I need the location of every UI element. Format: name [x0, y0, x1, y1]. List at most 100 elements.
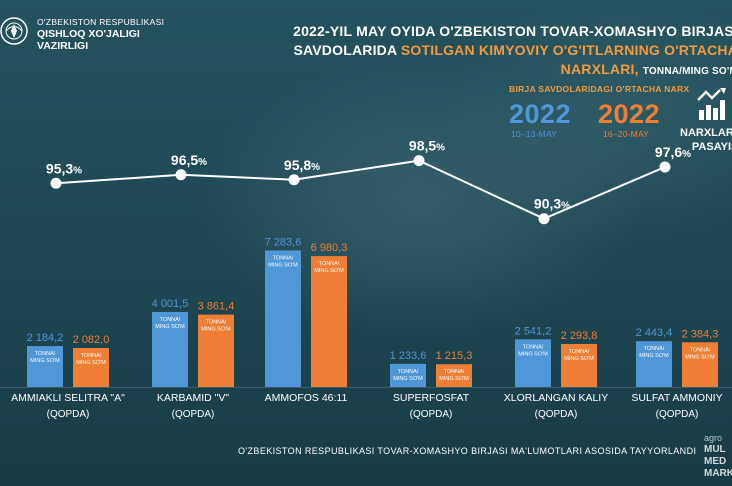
trend-label-line1: NARXLARNING: [680, 127, 732, 139]
title-line2-orange: SOTILGAN KIMYOVIY O'G'ITLARNING O'RTACHA: [400, 42, 732, 58]
brand-line3: MED: [704, 456, 727, 467]
category-sublabel-1: (QOPDA): [172, 409, 215, 420]
bar-series1-2: [265, 250, 301, 387]
legend-range-2: 16–20-MAY: [603, 129, 650, 139]
unit-label-series1-1-l2: MING SO'M: [155, 324, 185, 330]
unit-label-series1-0-l1: TONNA/: [35, 351, 56, 357]
unit-label-series2-2-l1: TONNA/: [319, 261, 340, 267]
bar-series2-3: [436, 364, 472, 387]
source-note: O'ZBEKISTON RESPUBLIKASI TOVAR-XOMASHYO …: [238, 446, 697, 456]
value-label-series2-1: 3 861,4: [198, 301, 235, 313]
bar-series1-5: [636, 341, 672, 387]
category-sublabel-4: (QOPDA): [535, 409, 578, 420]
unit-label-series1-4-l2: MING SO'M: [518, 351, 548, 357]
value-label-series1-0: 2 184,2: [27, 332, 64, 344]
bar-series2-1: [198, 314, 234, 387]
unit-label-series2-0-l1: TONNA/: [81, 353, 102, 359]
chart-title: 2022-YIL MAY OYIDA O'ZBEKISTON TOVAR-XOM…: [268, 22, 732, 81]
ratio-point-1: [175, 169, 187, 181]
unit-label-series2-4-l2: MING SO'M: [564, 356, 594, 362]
value-label-series1-4: 2 541,2: [515, 325, 552, 337]
ratio-label-5: 97,6%: [655, 144, 691, 160]
ratio-label-2: 95,8%: [284, 157, 320, 173]
unit-label-series1-5-l2: MING SO'M: [639, 353, 669, 359]
ratio-point-0: [50, 177, 62, 189]
ratio-line: [55, 159, 666, 220]
title-line3-orange: NARXLARI,: [560, 61, 643, 77]
bar-series1-4: [515, 339, 551, 387]
category-label-0: AMMIAKLI SELITRA "A": [11, 392, 125, 404]
title-unit: TONNA/MING SO'M: [642, 66, 732, 77]
value-label-series1-3: 1 233,6: [390, 350, 427, 362]
unit-label-series1-5-l1: TONNA/: [644, 346, 665, 352]
value-label-series1-2: 7 283,6: [265, 236, 302, 248]
ratio-point-3: [413, 155, 425, 167]
title-line1: 2022-YIL MAY OYIDA O'ZBEKISTON TOVAR-XOM…: [293, 23, 732, 39]
bar-series2-0: [73, 347, 109, 387]
ratio-point-2: [288, 174, 300, 186]
ministry-emblem-icon: [0, 17, 28, 45]
unit-label-series2-4-l1: TONNA/: [569, 349, 590, 355]
unit-label-series1-2-l2: MING SO'M: [268, 262, 298, 268]
unit-label-series1-0-l2: MING SO'M: [30, 358, 60, 364]
unit-label-series2-1-l2: MING SO'M: [201, 327, 231, 333]
unit-label-series2-5-l1: TONNA/: [690, 347, 711, 353]
value-label-series1-1: 4 001,5: [152, 298, 189, 310]
bar-series2-4: [561, 343, 597, 387]
ratio-label-3: 98,5%: [409, 138, 445, 154]
value-label-series1-5: 2 443,4: [636, 327, 673, 339]
unit-label-series1-3-l2: MING SO'M: [393, 376, 423, 382]
bar-series2-5: [682, 342, 718, 387]
value-label-series2-2: 6 980,3: [311, 242, 348, 254]
trend-label: NARXLARNING PASAYISHI: [680, 126, 732, 154]
value-label-series2-5: 2 384,3: [682, 328, 719, 340]
title-line2-white: SAVDOLARIDA: [293, 42, 401, 58]
unit-label-series2-5-l2: MING SO'M: [685, 354, 715, 360]
title-line2: SAVDOLARIDA SOTILGAN KIMYOVIY O'G'ITLARN…: [268, 41, 732, 60]
unit-label-series2-3-l2: MING SO'M: [439, 376, 469, 382]
bar-series1-1: [152, 311, 188, 387]
ministry-name: O'ZBEKISTON RESPUBLIKASI QISHLOQ XO'JALI…: [37, 16, 164, 52]
brand-line4: MARK: [704, 468, 732, 479]
category-sublabel-5: (QOPDA): [656, 409, 699, 420]
category-label-2: AMMOFOS 46:11: [265, 392, 348, 404]
unit-label-series1-4-l1: TONNA/: [523, 344, 544, 350]
category-sublabel-3: (QOPDA): [410, 409, 453, 420]
brand-watermark: agro MUL MED MARK: [704, 432, 732, 480]
unit-label-series2-3-l1: TONNA/: [444, 369, 465, 375]
category-label-3: SUPERFOSFAT: [393, 392, 470, 404]
unit-label-series1-1-l1: TONNA/: [160, 317, 181, 323]
unit-label-series2-1-l1: TONNA/: [206, 320, 227, 326]
value-label-series2-0: 2 082,0: [73, 334, 110, 346]
legend-year-2: 2022: [598, 99, 661, 129]
ratio-label-1: 96,5%: [171, 152, 207, 168]
bar-series2-2: [311, 256, 347, 387]
ministry-line1: O'ZBEKISTON RESPUBLIKASI: [37, 17, 165, 27]
ratio-point-4: [538, 213, 550, 225]
trend-down-icon: [697, 88, 726, 120]
trend-label-line2: PASAYISHI: [691, 141, 732, 153]
ratio-label-4: 90,3%: [534, 196, 570, 212]
brand-line1: agro: [704, 433, 723, 443]
ministry-line3: VAZIRLIGI: [37, 40, 89, 52]
category-label-1: KARBAMID "V": [157, 392, 229, 404]
bar-series1-3: [390, 363, 426, 387]
bar-series1-0: [27, 346, 63, 387]
legend-range-1: 10–13-MAY: [511, 129, 558, 139]
category-sublabel-0: (QOPDA): [47, 409, 90, 420]
value-label-series2-4: 2 293,8: [561, 330, 598, 342]
value-label-series2-3: 1 215,3: [436, 350, 473, 362]
category-label-5: SULFAT AMMONIY: [631, 392, 722, 404]
category-label-4: XLORLANGAN KALIY: [504, 392, 608, 404]
legend-year-1: 2022: [509, 99, 572, 129]
ratio-point-5: [659, 161, 671, 173]
unit-label-series2-0-l2: MING SO'M: [76, 360, 106, 366]
ratio-label-0: 95,3%: [46, 160, 82, 176]
brand-line2: MUL: [704, 444, 726, 455]
title-line3: NARXLARI, TONNA/MING SO'M: [268, 60, 732, 81]
unit-label-series1-3-l1: TONNA/: [398, 369, 419, 375]
legend-subtitle: BIRJA SAVDOLARIDAGI O'RTACHA NARX: [509, 84, 690, 94]
unit-label-series2-2-l2: MING SO'M: [314, 268, 344, 274]
